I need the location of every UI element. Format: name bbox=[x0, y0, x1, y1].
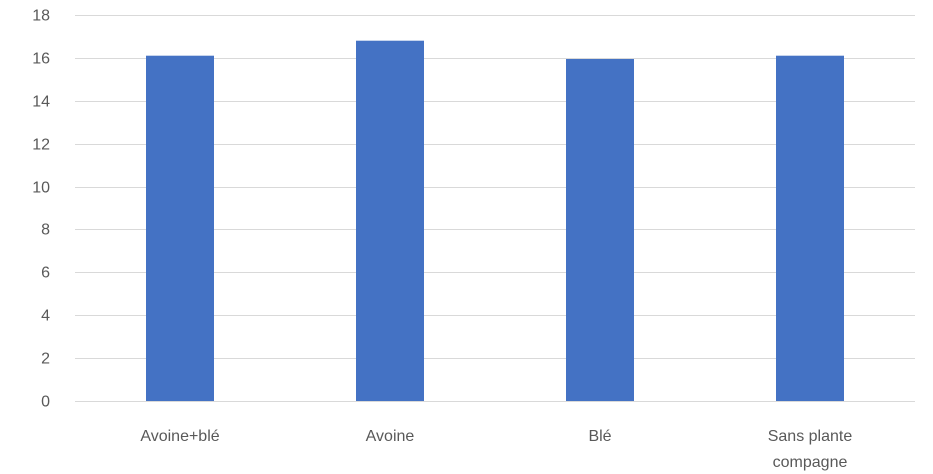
bar-2 bbox=[356, 40, 424, 401]
y-tick-label: 8 bbox=[41, 222, 50, 239]
y-tick-label: 12 bbox=[32, 137, 50, 154]
bar-1 bbox=[146, 55, 214, 401]
y-axis-ticks: 0 2 4 6 8 10 12 14 16 18 bbox=[32, 8, 50, 411]
bars bbox=[146, 40, 844, 401]
y-tick-label: 16 bbox=[32, 51, 50, 68]
gridlines bbox=[75, 15, 915, 402]
y-tick-label: 4 bbox=[41, 308, 50, 325]
y-tick-label: 2 bbox=[41, 351, 50, 368]
x-category-label: Avoine+blé bbox=[140, 428, 219, 445]
x-category-label: Avoine bbox=[366, 428, 415, 445]
bar-3 bbox=[566, 59, 634, 401]
x-category-label: Sans plante compagne bbox=[768, 428, 853, 471]
y-tick-label: 6 bbox=[41, 265, 50, 282]
x-axis-labels: Avoine+blé Avoine Blé Sans plante compagne bbox=[140, 428, 852, 471]
x-category-label: Blé bbox=[588, 428, 611, 445]
y-tick-label: 14 bbox=[32, 94, 50, 111]
y-tick-label: 0 bbox=[41, 394, 50, 411]
y-tick-label: 10 bbox=[32, 180, 50, 197]
bar-4 bbox=[776, 55, 844, 401]
y-tick-label: 18 bbox=[32, 8, 50, 25]
